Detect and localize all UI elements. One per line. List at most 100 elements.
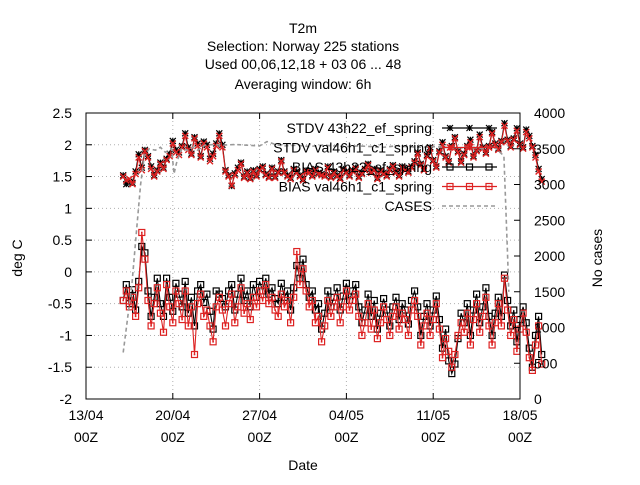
data-point xyxy=(234,164,242,172)
y-tick-label: 1 xyxy=(64,200,72,216)
data-point xyxy=(181,132,189,140)
data-point xyxy=(253,171,260,179)
data-point xyxy=(460,151,468,159)
data-point xyxy=(482,148,490,156)
data-point xyxy=(156,160,164,168)
data-point xyxy=(438,354,447,362)
data-point xyxy=(181,287,189,295)
data-point xyxy=(370,306,378,314)
data-point xyxy=(166,293,174,301)
data-point xyxy=(119,296,127,305)
data-point xyxy=(404,169,412,177)
data-point xyxy=(209,338,217,346)
legend-item: BIAS 43h22_ef_spring xyxy=(292,159,497,175)
data-point xyxy=(507,143,515,151)
data-point xyxy=(342,279,350,287)
y-tick-label: 2.5 xyxy=(53,105,73,121)
data-point xyxy=(488,129,496,137)
data-point xyxy=(420,322,428,330)
data-point xyxy=(153,167,161,175)
data-point xyxy=(404,168,412,175)
data-point xyxy=(336,319,344,327)
data-point xyxy=(482,284,490,292)
legend-label: STDV 43h22_ef_spring xyxy=(286,120,432,136)
data-point xyxy=(401,315,409,324)
data-point xyxy=(327,312,335,320)
data-point xyxy=(408,164,415,172)
data-point xyxy=(228,181,236,189)
x-tick-label-date: 18/05 xyxy=(502,407,537,423)
data-point xyxy=(159,328,168,336)
data-point xyxy=(482,293,490,301)
title-line-2: Selection: Norway 225 stations xyxy=(207,38,399,54)
data-point xyxy=(446,163,454,171)
series-3 xyxy=(119,228,546,374)
data-point xyxy=(373,335,381,343)
data-point xyxy=(466,138,474,146)
data-point xyxy=(476,131,484,139)
y-tick-label: 1.5 xyxy=(53,169,73,185)
data-point xyxy=(153,274,161,282)
data-point xyxy=(268,165,276,173)
x-tick-label-hour: 00Z xyxy=(508,429,533,445)
legend: STDV 43h22_ef_spring STDV val46h1_c1_spri… xyxy=(273,120,497,214)
data-point xyxy=(135,153,143,161)
data-point xyxy=(485,163,493,171)
data-point xyxy=(169,319,177,327)
data-point xyxy=(277,157,285,165)
data-point xyxy=(389,161,397,169)
data-point xyxy=(417,331,425,340)
data-point xyxy=(194,300,202,308)
data-point xyxy=(525,132,533,140)
data-point xyxy=(246,315,254,324)
data-point xyxy=(465,163,474,171)
x-tick-label-date: 04/05 xyxy=(329,407,364,423)
data-point xyxy=(187,293,195,301)
data-point xyxy=(197,153,205,161)
data-point xyxy=(299,265,307,273)
data-point xyxy=(392,303,400,311)
x-tick-label-hour: 00Z xyxy=(74,429,99,445)
data-point xyxy=(181,277,189,286)
x-tick-label-date: 27/04 xyxy=(242,407,277,423)
data-point xyxy=(147,162,155,170)
data-point xyxy=(163,281,171,289)
data-point xyxy=(218,141,226,149)
data-point xyxy=(513,124,521,132)
title-block: T2m Selection: Norway 225 stations Used … xyxy=(205,20,402,92)
data-point xyxy=(324,296,332,305)
data-point xyxy=(522,128,530,136)
data-point xyxy=(538,175,546,183)
data-point xyxy=(125,175,133,183)
data-point xyxy=(501,122,508,130)
data-point xyxy=(504,137,512,145)
data-point xyxy=(435,325,443,333)
legend-label: BIAS val46h1_c1_spring xyxy=(279,179,432,195)
data-point xyxy=(532,151,539,159)
legend-item: STDV val46h1_c1_spring xyxy=(273,140,497,156)
data-point xyxy=(221,322,230,330)
data-point xyxy=(342,287,350,295)
data-point xyxy=(268,293,276,301)
data-point xyxy=(172,287,180,295)
data-point xyxy=(510,136,518,144)
data-point xyxy=(432,300,440,308)
data-point xyxy=(473,290,481,298)
y-tick-label: -0.5 xyxy=(48,296,72,312)
data-point xyxy=(442,153,450,161)
data-point xyxy=(147,312,155,320)
data-point xyxy=(249,293,257,301)
data-point xyxy=(525,354,533,362)
data-point xyxy=(234,303,242,311)
data-point xyxy=(497,138,505,146)
data-point xyxy=(446,182,454,191)
data-point xyxy=(439,138,446,146)
data-point xyxy=(249,167,257,175)
data-point xyxy=(144,153,152,161)
data-point xyxy=(203,306,211,314)
data-point xyxy=(535,167,543,175)
data-point xyxy=(172,279,180,287)
data-point xyxy=(367,325,375,333)
data-point xyxy=(473,300,481,308)
data-point xyxy=(534,322,543,330)
